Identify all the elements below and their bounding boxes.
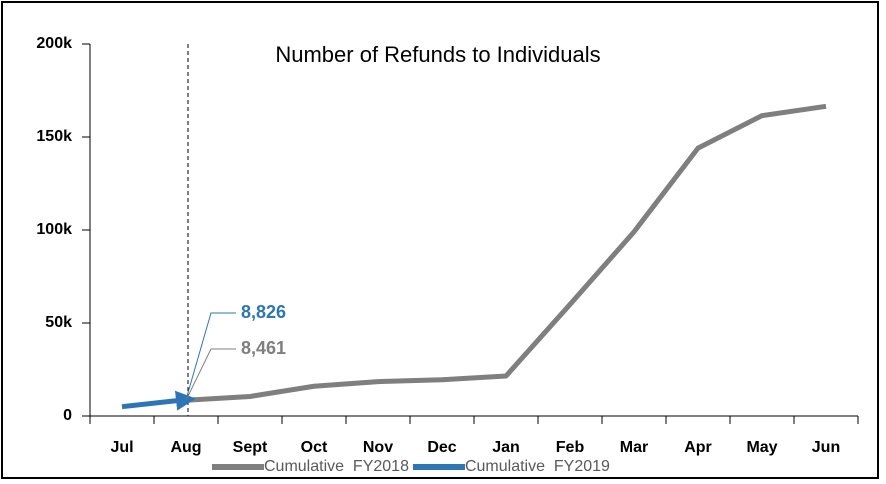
x-tick-label: Nov bbox=[363, 439, 393, 456]
chart-title: Number of Refunds to Individuals bbox=[275, 42, 600, 67]
y-tick-label: 100k bbox=[36, 221, 72, 238]
x-tick-label: Apr bbox=[684, 439, 712, 456]
series-line bbox=[185, 103, 827, 403]
series-line bbox=[121, 390, 196, 411]
leader-line bbox=[185, 312, 236, 400]
x-tick-label: May bbox=[746, 439, 777, 456]
x-tick-label: Mar bbox=[620, 439, 648, 456]
x-tick-label: Sept bbox=[233, 439, 268, 456]
legend-label: Cumulative FY2019 bbox=[465, 458, 610, 475]
data-label: 8,826 bbox=[241, 302, 286, 322]
x-tick-label: Feb bbox=[556, 439, 585, 456]
y-tick-label: 150k bbox=[36, 128, 72, 145]
x-tick-label: Dec bbox=[427, 439, 456, 456]
chart-frame bbox=[1, 1, 879, 479]
leader-line bbox=[185, 348, 236, 401]
x-tick-label: Jun bbox=[812, 439, 840, 456]
x-tick-label: Oct bbox=[301, 439, 328, 456]
y-tick-label: 0 bbox=[63, 407, 72, 424]
y-tick-label: 50k bbox=[45, 314, 72, 331]
x-tick-label: Aug bbox=[170, 439, 201, 456]
y-tick-label: 200k bbox=[36, 35, 72, 52]
x-tick-label: Jan bbox=[492, 439, 520, 456]
data-label: 8,461 bbox=[241, 338, 286, 358]
legend-label: Cumulative FY2018 bbox=[264, 458, 409, 475]
x-tick-label: Jul bbox=[110, 439, 133, 456]
